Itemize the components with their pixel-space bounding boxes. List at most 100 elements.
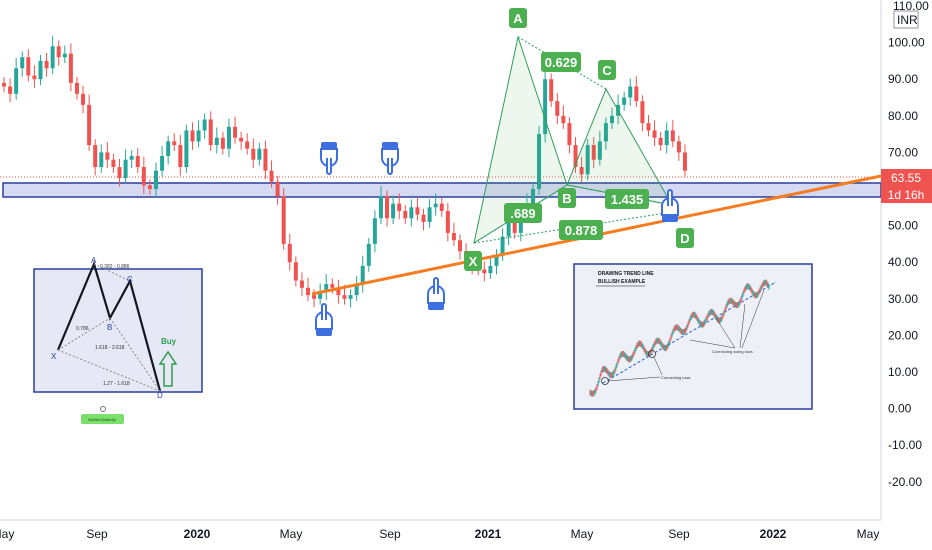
pointing-hand-icon — [315, 303, 333, 336]
candle-body — [366, 243, 371, 266]
svg-text:1.618 - 2.618: 1.618 - 2.618 — [95, 345, 125, 351]
candle-body — [549, 79, 554, 102]
candle-body — [269, 170, 274, 182]
candle-body — [628, 86, 633, 98]
candle-body — [458, 240, 462, 252]
svg-text:.689: .689 — [510, 206, 535, 221]
point-label-d: D — [676, 228, 694, 248]
candle-body — [32, 75, 37, 80]
candle-body — [415, 207, 420, 215]
svg-text:C: C — [602, 63, 612, 78]
candle-body — [622, 97, 627, 105]
candle-body — [233, 126, 238, 138]
y-tick-label: 70.00 — [888, 145, 918, 159]
candle-body — [451, 232, 456, 241]
x-tick-label: Sep — [379, 527, 401, 541]
candle-body — [281, 196, 286, 244]
candle-body — [573, 145, 578, 168]
candle-body — [50, 46, 55, 69]
candle-body — [105, 152, 110, 160]
candle-body — [154, 170, 158, 189]
candle-body — [68, 53, 73, 83]
candle-body — [220, 137, 225, 149]
candle-body — [427, 207, 432, 222]
candle-body — [184, 130, 189, 168]
y-tick-label: 40.00 — [888, 255, 918, 269]
candle-body — [543, 79, 548, 135]
candle-body — [99, 152, 104, 168]
bullish-butterfly-badge: Bullish Butterfly — [81, 406, 124, 424]
svg-text:X: X — [469, 254, 478, 269]
candle-body — [409, 207, 414, 219]
candle-body — [214, 137, 219, 146]
candle-body — [439, 203, 444, 211]
candle-body — [658, 137, 663, 146]
y-tick-label: 50.00 — [888, 219, 918, 233]
svg-text:1.435: 1.435 — [611, 192, 644, 207]
candle-body — [482, 269, 487, 274]
svg-text:63.55: 63.55 — [891, 171, 921, 185]
y-axis-labels: -20.00 -10.00 0.00 10.00 20.00 30.00 40.00 50.0… — [888, 0, 929, 489]
svg-text:1d 16h: 1d 16h — [888, 188, 925, 202]
candle-body — [682, 152, 687, 171]
y-tick-label: 10.00 — [888, 365, 918, 379]
x-tick-label: 2021 — [475, 527, 502, 541]
candle-body — [178, 145, 183, 168]
svg-text:0.786: 0.786 — [76, 326, 89, 332]
ratio-label-bd: 1.435 — [605, 189, 649, 209]
svg-text:D: D — [680, 231, 689, 246]
y-tick-label: 100.00 — [888, 36, 925, 50]
candle-body — [226, 126, 231, 149]
candle-body — [147, 185, 152, 189]
candle-body — [591, 145, 596, 160]
svg-text:0.878: 0.878 — [565, 223, 598, 238]
candle-body — [330, 284, 335, 288]
candle-body — [141, 167, 146, 186]
candle-body — [257, 148, 262, 160]
candle-body — [306, 287, 310, 296]
svg-text:BULLISH EXAMPLE: BULLISH EXAMPLE — [598, 279, 646, 285]
y-tick-label: 0.00 — [888, 402, 912, 416]
candle-body — [87, 104, 92, 146]
ratio-label-xd: 0.878 — [559, 220, 603, 240]
candle-body — [634, 86, 639, 102]
ratio-label-xb: .689 — [504, 203, 542, 223]
pointing-hand-icon — [320, 142, 338, 175]
candle-body — [378, 196, 383, 219]
candle-body — [567, 123, 572, 146]
candle-body — [20, 57, 25, 69]
pointing-hand-icon — [381, 142, 399, 175]
candle-body — [275, 181, 280, 197]
y-tick-label: -10.00 — [888, 438, 922, 452]
candle-body — [208, 119, 213, 146]
candle-body — [433, 203, 438, 208]
candle-body — [8, 86, 13, 94]
pointing-hand-icon — [427, 277, 445, 310]
candle-body — [172, 141, 177, 146]
candle-body — [372, 218, 377, 244]
candle-body — [263, 148, 268, 171]
candle-body — [38, 60, 43, 80]
candle-body — [44, 60, 49, 69]
candle-body — [318, 291, 323, 299]
countdown-badge: 1d 16h — [881, 186, 932, 203]
candle-body — [537, 134, 542, 189]
candle-body — [56, 46, 61, 58]
candle-body — [111, 159, 116, 168]
candle-body — [421, 214, 426, 222]
candle-body — [676, 141, 681, 153]
butterfly-pattern-inset: X A B C D 0.382 - 0.886 0.786 1.618 - 2.… — [33, 256, 203, 400]
candle-body — [652, 130, 657, 138]
y-tick-label: 30.00 — [888, 292, 918, 306]
x-tick-label: 2022 — [760, 527, 787, 541]
x-tick-label: May — [280, 527, 303, 541]
trendline-example-inset: DRAWING TREND LINE BULLISH EXAMPLE Conne… — [573, 263, 813, 410]
svg-text:A: A — [513, 11, 523, 26]
pointing-hand-icon — [661, 189, 679, 222]
candle-body — [488, 265, 493, 274]
candle-body — [506, 218, 511, 237]
candle-body — [518, 214, 523, 233]
candle-body — [336, 287, 341, 296]
candle-body — [245, 141, 250, 149]
